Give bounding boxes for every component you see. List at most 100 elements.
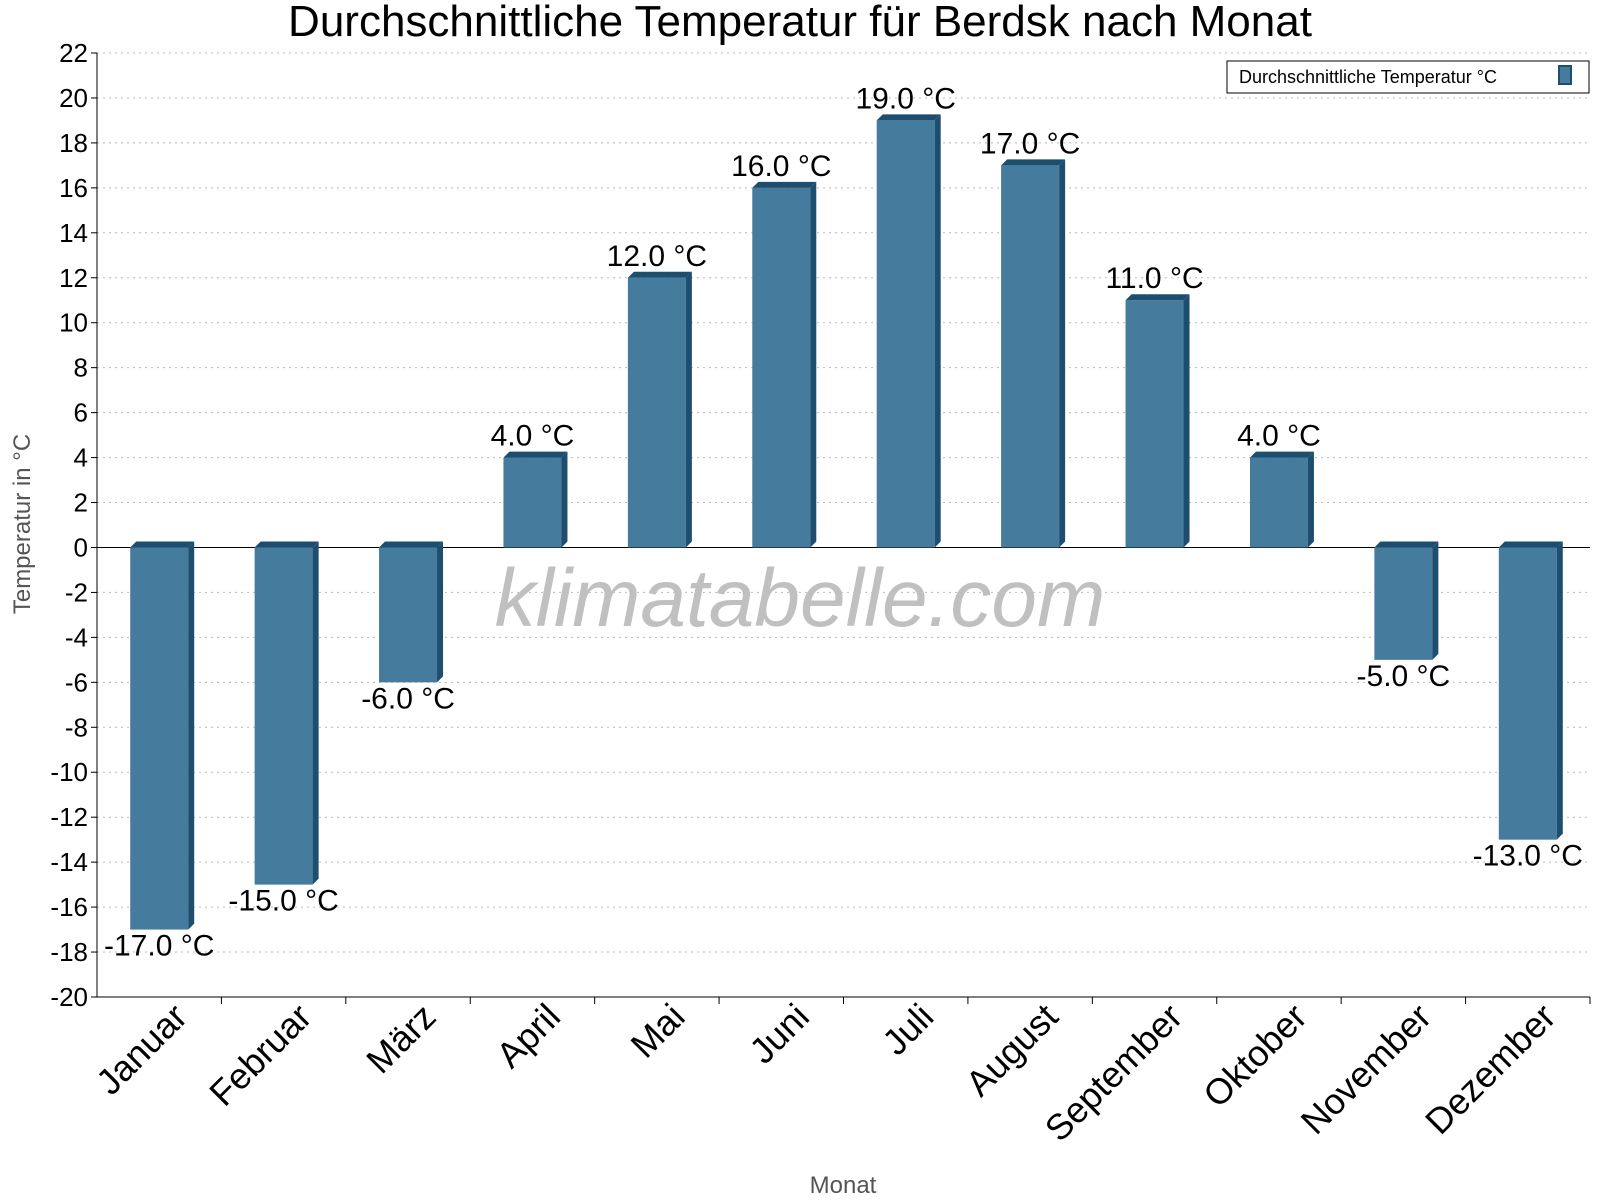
y-tick-label: 8: [74, 353, 88, 383]
x-tick-label: April: [488, 996, 568, 1076]
x-tick-label: Februar: [201, 996, 319, 1114]
bar-februar: [254, 541, 319, 885]
bar-side: [188, 541, 195, 930]
x-tick-label: Dezember: [1417, 996, 1563, 1142]
bar-front: [503, 457, 562, 548]
y-tick-label: 2: [74, 488, 88, 518]
bar-front: [1374, 547, 1433, 660]
x-tick-label: Mai: [623, 996, 693, 1066]
bar-top: [379, 541, 444, 548]
y-tick-label: 16: [59, 173, 88, 203]
bar-top: [1001, 159, 1066, 166]
y-tick-label: -2: [65, 577, 88, 607]
bar-front: [130, 547, 189, 930]
bar-front: [1249, 457, 1308, 548]
bar-top: [1498, 541, 1563, 548]
y-tick-label: 10: [59, 308, 88, 338]
bars: [130, 114, 1563, 930]
bar-front: [254, 547, 313, 885]
bar-top: [627, 271, 692, 278]
bar-januar: [130, 541, 195, 930]
value-label: 12.0 °C: [607, 240, 707, 273]
y-axis-label: Temperatur in °C: [9, 434, 36, 614]
bar-side: [934, 114, 941, 548]
bar-side: [561, 451, 568, 548]
bar-top: [1125, 294, 1190, 301]
y-tick-label: -12: [50, 802, 88, 832]
bar-front: [379, 547, 438, 683]
bar-märz: [379, 541, 444, 683]
y-tick-label: 6: [74, 398, 88, 428]
bar-side: [1432, 541, 1439, 660]
y-tick-label: -8: [65, 712, 88, 742]
y-tick-label: 14: [59, 218, 88, 248]
bar-side: [810, 181, 817, 548]
x-tick-label: Juli: [874, 996, 941, 1063]
y-tick-label: 20: [59, 83, 88, 113]
value-label: -13.0 °C: [1473, 840, 1583, 873]
value-label: 16.0 °C: [731, 150, 831, 183]
bar-front: [627, 277, 686, 548]
x-tick-label: Januar: [88, 996, 195, 1103]
y-tick-label: 0: [74, 532, 88, 562]
bar-mai: [627, 271, 692, 548]
bar-side: [1183, 294, 1190, 548]
value-label: 4.0 °C: [1237, 420, 1321, 453]
y-tick-labels: -20-18-16-14-12-10-8-6-4-202468101214161…: [50, 38, 88, 1012]
x-axis-label: Monat: [810, 1172, 877, 1199]
y-tick-label: -16: [50, 892, 88, 922]
value-label: 19.0 °C: [856, 82, 956, 115]
bar-top: [254, 541, 319, 548]
value-labels: -17.0 °C -15.0 °C -6.0 °C 4.0 °C 12.0 °C 16.0…: [104, 82, 1583, 962]
bar-dezember: [1498, 541, 1563, 840]
bar-side: [1059, 159, 1066, 548]
bar-april: [503, 451, 568, 548]
bar-top: [876, 114, 941, 121]
bar-august: [1001, 159, 1066, 548]
bar-front: [1125, 300, 1184, 548]
y-tick-label: -4: [65, 622, 88, 652]
x-tick-label: März: [358, 996, 444, 1082]
x-tick-label: August: [958, 996, 1066, 1104]
bar-side: [1556, 541, 1563, 840]
bar-side: [312, 541, 319, 885]
bar-top: [1374, 541, 1439, 548]
bar-november: [1374, 541, 1439, 660]
bar-juli: [876, 114, 941, 548]
bar-top: [752, 181, 817, 188]
legend: Durchschnittliche Temperatur °C: [1226, 60, 1590, 94]
bar-september: [1125, 294, 1190, 548]
bar-front: [752, 187, 811, 548]
y-tick-label: 4: [74, 443, 88, 473]
value-label: -6.0 °C: [361, 682, 455, 715]
bar-front: [1001, 165, 1060, 548]
bar-side: [1307, 451, 1314, 548]
x-tick-labels: Januar Februar März April Mai Juni Juli AugustS…: [88, 996, 1563, 1150]
y-tick-label: -20: [50, 982, 88, 1012]
value-label: 17.0 °C: [980, 127, 1080, 160]
y-tick-label: 18: [59, 128, 88, 158]
bar-top: [130, 541, 195, 548]
bar-top: [1249, 451, 1314, 458]
axes: [91, 52, 1591, 1004]
y-tick-label: -14: [50, 847, 88, 877]
legend-label: Durchschnittliche Temperatur °C: [1239, 67, 1497, 87]
watermark: klimatabelle.com: [495, 553, 1106, 644]
bar-oktober: [1249, 451, 1314, 548]
legend-box: [1226, 60, 1590, 94]
y-tick-label: -18: [50, 937, 88, 967]
chart-title: Durchschnittliche Temperatur für Berdsk …: [288, 0, 1312, 46]
x-tick-label: November: [1293, 996, 1439, 1142]
x-tick-label: Oktober: [1195, 996, 1315, 1116]
value-label: -15.0 °C: [228, 885, 338, 918]
legend-swatch: [1558, 65, 1572, 85]
y-tick-label: 22: [59, 38, 88, 68]
y-tick-label: -10: [50, 757, 88, 787]
bar-front: [1498, 547, 1557, 840]
value-label: 11.0 °C: [1105, 262, 1203, 295]
grid-lines: [97, 52, 1590, 998]
bar-juni: [752, 181, 817, 548]
y-tick-label: -6: [65, 667, 88, 697]
bar-top: [503, 451, 568, 458]
